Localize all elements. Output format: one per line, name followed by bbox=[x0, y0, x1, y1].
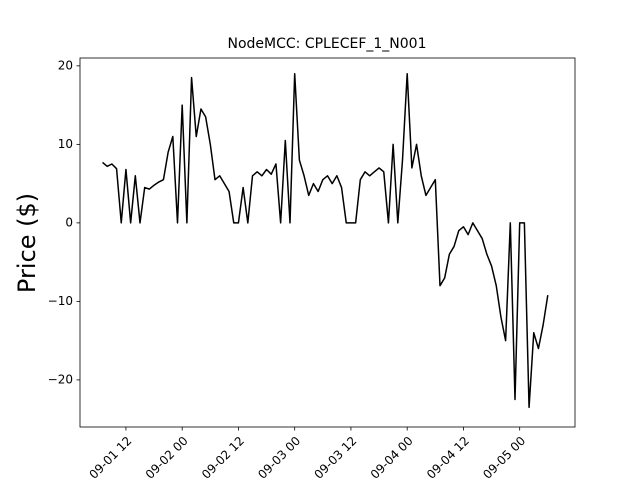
x-tick-label: 09-03 12 bbox=[311, 434, 359, 480]
y-tick-label: −20 bbox=[48, 372, 73, 386]
y-tick-label: 20 bbox=[58, 58, 73, 72]
x-tick-label: 09-05 00 bbox=[480, 434, 528, 480]
x-tick-label: 09-02 12 bbox=[199, 434, 247, 480]
x-tick-label: 09-02 00 bbox=[143, 434, 191, 480]
chart-title: NodeMCC: CPLECEF_1_N001 bbox=[228, 36, 427, 52]
price-line bbox=[102, 72, 549, 409]
y-tick-label: −10 bbox=[48, 294, 73, 308]
x-tick-label: 09-03 00 bbox=[255, 434, 303, 480]
x-tick-label: 09-04 00 bbox=[368, 434, 416, 480]
y-tick-label: 10 bbox=[58, 137, 73, 151]
y-axis-label: Price ($) bbox=[13, 193, 41, 293]
y-tick-label: 0 bbox=[65, 215, 73, 229]
plot-frame bbox=[79, 57, 576, 428]
x-tick-label: 09-04 12 bbox=[424, 434, 472, 480]
x-tick-label: 09-01 12 bbox=[86, 434, 134, 480]
